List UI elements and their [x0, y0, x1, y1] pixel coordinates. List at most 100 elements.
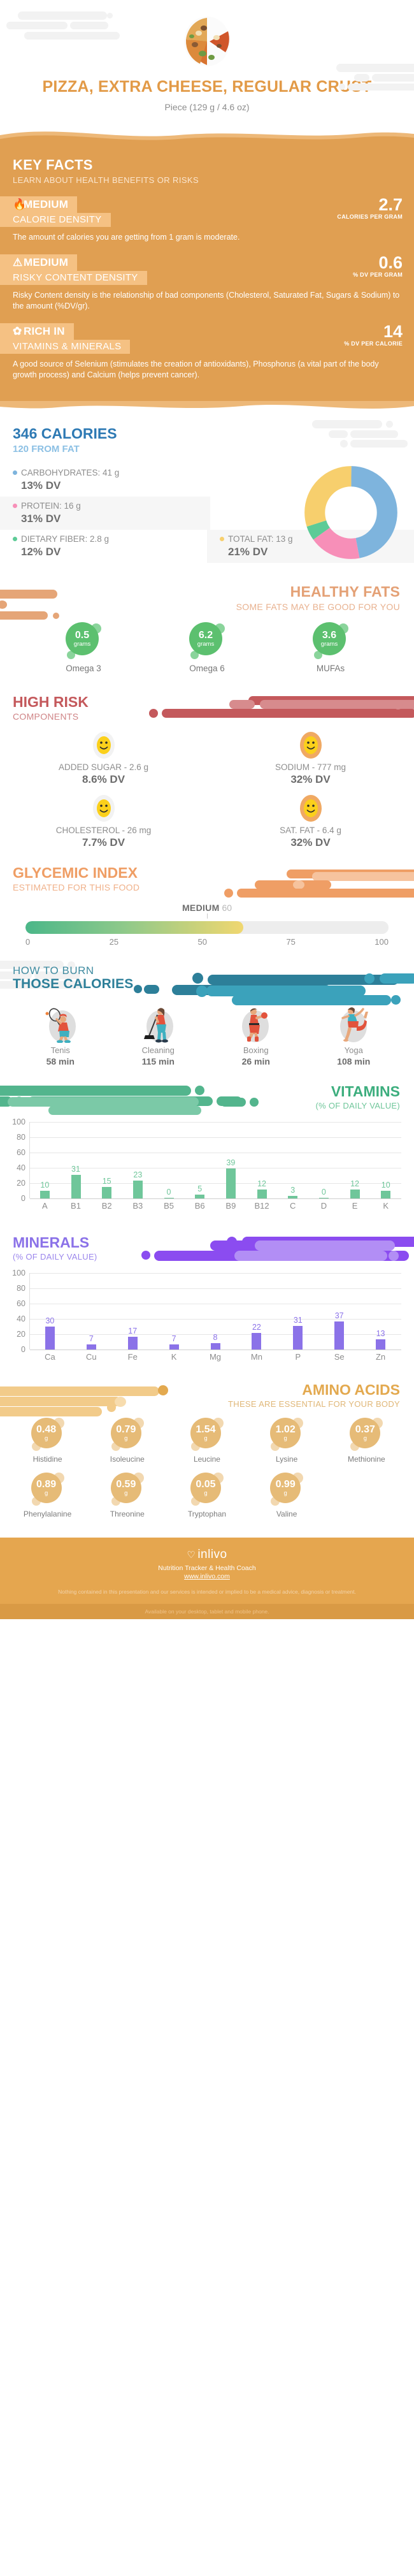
burn-line2: THOSE CALORIES [13, 977, 134, 991]
y-tick: 60 [17, 1148, 25, 1157]
gi-tick-100: 100 [375, 937, 389, 947]
y-tick: 40 [17, 1163, 25, 1172]
activity-boxing: Boxing 26 min [218, 1001, 294, 1066]
total-calories: 346 CALORIES [13, 425, 117, 442]
decorative-shape-healthy-fats [0, 590, 76, 620]
bar-value-label: 31 [293, 1315, 303, 1325]
minerals-bars: 30 7 17 7 8 22 31 37 13 [29, 1273, 401, 1350]
key-fact-rich-in: ✿ RICH IN VITAMINS & MINERALS 14 % DV PER… [0, 323, 414, 381]
bar-value-label: 3 [290, 1186, 296, 1195]
tennis-icon [39, 1001, 82, 1044]
bar [225, 1168, 236, 1198]
smiley-icon [92, 795, 115, 822]
bar-value-label: 30 [45, 1316, 55, 1325]
flame-icon: 🔥 [13, 198, 27, 210]
value-bubble: 0.79 g [110, 1418, 144, 1451]
amino-acid-item: 0.89 g Phenylalanine [8, 1473, 87, 1518]
macro-dv-value: 12% DV [21, 546, 61, 558]
bar-column: 22 [236, 1273, 277, 1350]
macro-dv-value: 21% DV [228, 546, 268, 558]
minerals-section: MINERALS (% OF DAILY VALUE) 100 80 60 40… [0, 1234, 414, 1369]
activity-name: Tenis [50, 1045, 70, 1055]
x-tick-label: Mg [209, 1352, 222, 1362]
y-tick: 100 [12, 1117, 25, 1126]
bar [288, 1196, 298, 1198]
high-risk-header: HIGH RISK COMPONENTS [0, 694, 414, 722]
macro-dv-value: 13% DV [21, 479, 61, 491]
legend-dot-dietary-fiber [13, 537, 17, 542]
bar [334, 1321, 345, 1350]
heart-icon: ♡ [187, 1550, 196, 1561]
brand-url[interactable]: www.inlivo.com [184, 1573, 230, 1580]
amino-acid-item: 0.37 g Methionine [327, 1418, 406, 1464]
bar [293, 1325, 303, 1350]
macro-carbohydrates: CARBOHYDRATES: 41 g 13% DV [0, 463, 210, 497]
healthy-fats-title: HEALTHY FATS [290, 583, 400, 600]
glycemic-index-title: GLYCEMIC INDEX [13, 864, 138, 881]
key-facts-section: KEY FACTS LEARN ABOUT HEALTH BENEFITS OR… [0, 126, 414, 414]
bar [86, 1344, 96, 1350]
risk-dv: 8.6% DV [82, 773, 125, 785]
x-tick-label: Zn [375, 1352, 386, 1362]
amino-acid-label: Histidine [32, 1455, 62, 1464]
bar-value-label: 0 [321, 1188, 326, 1197]
legend-dot-total-fat [220, 537, 224, 542]
amino-acid-item: 0.79 g Isoleucine [87, 1418, 167, 1464]
legend-dot-protein [13, 504, 17, 509]
macro-dietary-fiber: DIETARY FIBER: 2.8 g 12% DV [0, 530, 207, 563]
x-tick-label: A [42, 1201, 48, 1211]
x-tick-label: B3 [132, 1201, 143, 1211]
x-tick-label: B2 [101, 1201, 112, 1211]
decorative-shape-top-left [6, 11, 120, 40]
fact-level-badge: ⚠MEDIUM [0, 254, 78, 271]
value-bubble: 1.02 g [270, 1418, 304, 1451]
bar-column: 37 [318, 1273, 360, 1350]
glycemic-index-section: GLYCEMIC INDEX ESTIMATED FOR THIS FOOD M… [0, 864, 414, 947]
minerals-y-axis: 100 80 60 40 20 0 [9, 1269, 28, 1354]
x-tick-label: P [295, 1352, 301, 1362]
bar-column: 30 [29, 1273, 71, 1350]
high-risk-list: ADDED SUGAR - 2.6 g 8.6% DV SODIUM - 777… [0, 732, 414, 858]
brand-tagline: Nutrition Tracker & Health Coach [158, 1564, 256, 1572]
bar [210, 1343, 220, 1350]
high-risk-subtitle: COMPONENTS [13, 711, 79, 722]
x-tick-label: Mn [250, 1352, 262, 1362]
disclaimer: Nothing contained in this presentation a… [58, 1589, 356, 1595]
bar-column: 10 [370, 1122, 401, 1198]
risk-item-cholesterol: CHOLESTEROL - 26 mg 7.7% DV [0, 795, 207, 849]
bar-column: 23 [122, 1122, 153, 1198]
gi-value: 60 [222, 903, 232, 913]
healthy-fat-label: Omega 6 [189, 664, 225, 673]
bar-value-label: 5 [197, 1184, 203, 1193]
fact-value: 0.6 % DV PER GRAM [353, 253, 403, 279]
bar-column: 7 [153, 1273, 195, 1350]
bar [132, 1181, 143, 1198]
bar-column: 5 [184, 1122, 215, 1198]
bar [45, 1327, 55, 1350]
gi-tick-75: 75 [286, 937, 296, 947]
bar-column: 12 [246, 1122, 278, 1198]
footer: ♡ inlivo Nutrition Tracker & Health Coach… [0, 1538, 414, 1619]
decorative-shape-calories [306, 420, 414, 449]
smiley-icon [299, 795, 322, 822]
boxing-icon [235, 1001, 277, 1043]
brand-logo: ♡ inlivo [187, 1548, 227, 1561]
healthy-fat-omega3: 0.5 grams Omega 3 [48, 622, 118, 673]
amino-acid-label: Methionine [347, 1455, 385, 1464]
key-facts-title: KEY FACTS [13, 157, 93, 173]
risk-name: CHOLESTEROL - 26 mg [55, 826, 152, 835]
bar-value-label: 23 [133, 1170, 143, 1180]
gi-scale: 0 25 50 75 100 [25, 937, 389, 947]
bar-value-label: 22 [252, 1322, 261, 1332]
bar-column: 3 [277, 1122, 308, 1198]
risk-name: SAT. FAT - 6.4 g [280, 826, 341, 835]
bar-value-label: 17 [128, 1326, 138, 1335]
legend-dot-carbohydrates [13, 470, 17, 476]
decorative-shape-burn-grey [0, 961, 89, 989]
bar-column: 7 [71, 1273, 112, 1350]
decorative-shape-glycemic [223, 870, 414, 899]
gi-tick-0: 0 [25, 937, 31, 947]
bar [169, 1344, 179, 1350]
risk-dv: 32% DV [290, 836, 331, 848]
activity-cleaning: Cleaning 115 min [120, 1001, 196, 1066]
